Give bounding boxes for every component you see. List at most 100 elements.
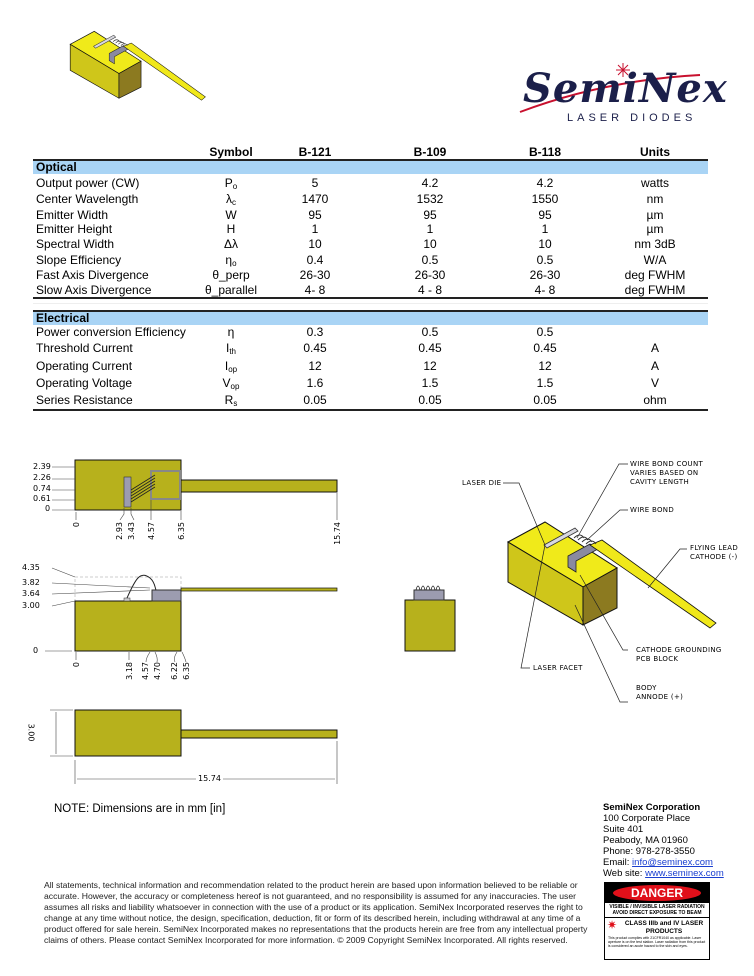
value-cell: 4.2 bbox=[536, 176, 554, 190]
web-label: Web site: bbox=[603, 868, 646, 879]
unit: A bbox=[650, 341, 659, 355]
table-row: Power conversion Efficiency η 0.3 0.5 0.5 bbox=[33, 325, 708, 339]
value-cell: 1.5 bbox=[421, 376, 439, 390]
value-cell: 1470 bbox=[301, 192, 329, 206]
header-b121: B-121 bbox=[298, 145, 332, 159]
value-cell: 0.05 bbox=[418, 393, 442, 407]
legal-disclaimer: All statements, technical information an… bbox=[44, 880, 588, 945]
address-line: 100 Corporate Place bbox=[603, 813, 691, 824]
value-cell: 0.5 bbox=[536, 253, 554, 267]
product-thumbnail bbox=[69, 30, 206, 101]
value-cell: 4.2 bbox=[421, 176, 439, 190]
divider bbox=[33, 310, 708, 312]
danger-label: DANGER VISIBLE / INVISIBLE LASER RADIATI… bbox=[604, 882, 710, 960]
value-cell: 4- 8 bbox=[304, 283, 326, 297]
dim-label: 3.82 bbox=[22, 578, 40, 587]
table-row: Emitter Height H 1 1 1 µm bbox=[33, 222, 708, 236]
value-cell: 12 bbox=[538, 359, 552, 373]
value-cell: 0.05 bbox=[303, 393, 327, 407]
logo-wordmark: SemiNex bbox=[523, 65, 728, 112]
value-cell: 26-30 bbox=[414, 268, 446, 282]
symbol: Rs bbox=[224, 393, 238, 408]
param-name: Emitter Width bbox=[36, 208, 109, 222]
unit: ohm bbox=[643, 393, 667, 407]
symbol: Δλ bbox=[223, 237, 238, 251]
unit: deg FWHM bbox=[624, 283, 686, 297]
section-optical: Optical bbox=[33, 161, 708, 174]
divider bbox=[33, 303, 708, 304]
value-cell: 0.05 bbox=[533, 393, 557, 407]
table-row: Output power (CW) Po 5 4.2 4.2 watts bbox=[33, 176, 708, 191]
callout-wire-bond: WIRE BOND bbox=[630, 506, 675, 514]
dim-label: 6.35 bbox=[177, 522, 186, 540]
callout-leaders bbox=[503, 463, 687, 703]
bottom-height-dim: 3.00 bbox=[26, 723, 36, 742]
danger-title: DANGER bbox=[613, 885, 701, 901]
value-cell: 0.5 bbox=[421, 325, 439, 339]
seminex-logo: SemiNex LASER DIODES bbox=[515, 60, 727, 130]
end-view-drawing bbox=[404, 585, 456, 652]
value-cell: 5 bbox=[311, 176, 319, 190]
email-link[interactable]: info@seminex.com bbox=[632, 857, 713, 868]
callout-cathode-grounding: PCB BLOCK bbox=[636, 655, 679, 663]
table-row: Operating Current Iop 12 12 12 A bbox=[33, 359, 708, 374]
value-cell: 10 bbox=[538, 237, 552, 251]
dim-label: 6.35 bbox=[182, 662, 191, 680]
top-view-drawing bbox=[52, 459, 338, 521]
unit: W/A bbox=[643, 253, 667, 267]
dim-label: 3.64 bbox=[22, 589, 40, 598]
value-cell: 0.3 bbox=[306, 325, 324, 339]
table-row: Threshold Current Ith 0.45 0.45 0.45 A bbox=[33, 341, 708, 356]
param-name: Operating Current bbox=[36, 359, 133, 373]
bottom-length-dim: 15.74 bbox=[196, 774, 223, 783]
address-city: Peabody, MA 01960 bbox=[603, 835, 688, 846]
table-row: Slope Efficiency ηo 0.4 0.5 0.5 W/A bbox=[33, 253, 708, 268]
callout-flying-lead: CATHODE (-) bbox=[690, 553, 738, 561]
value-cell: 1.5 bbox=[536, 376, 554, 390]
dim-label: 3.00 bbox=[22, 601, 40, 610]
danger-line: VISIBLE / INVISIBLE LASER RADIATION bbox=[609, 904, 705, 910]
value-cell: 0.5 bbox=[536, 325, 554, 339]
callout-laser-facet: LASER FACET bbox=[533, 664, 583, 672]
value-cell: 10 bbox=[423, 237, 437, 251]
dim-label: 0 bbox=[72, 522, 81, 528]
value-cell: 0.45 bbox=[533, 341, 557, 355]
callout-wire-bond-count: VARIES BASED ON bbox=[630, 469, 699, 477]
contact-block: SemiNex Corporation 100 Corporate Place … bbox=[603, 802, 724, 879]
param-name: Power conversion Efficiency bbox=[36, 325, 186, 339]
section-electrical: Electrical bbox=[33, 312, 708, 325]
value-cell: 0.4 bbox=[306, 253, 324, 267]
value-cell: 0.45 bbox=[303, 341, 327, 355]
danger-fine-print: This product complies with 21CFR1040 as … bbox=[608, 936, 706, 948]
dim-label: 4.70 bbox=[153, 662, 162, 680]
dimensions-note: NOTE: Dimensions are in mm [in] bbox=[54, 803, 226, 815]
bottom-view-drawing bbox=[50, 709, 338, 784]
param-name: Output power (CW) bbox=[36, 176, 140, 190]
dim-label: 2.26 bbox=[33, 473, 51, 482]
dim-label: 4.57 bbox=[147, 522, 156, 540]
website-link[interactable]: www.seminex.com bbox=[645, 868, 724, 879]
header-b118: B-118 bbox=[528, 145, 562, 159]
value-cell: 95 bbox=[538, 208, 552, 222]
callout-cathode-grounding: CATHODE GROUNDING bbox=[636, 646, 722, 654]
dim-label: 0 bbox=[33, 646, 39, 655]
symbol: θ_perp bbox=[212, 268, 250, 282]
company-name: SemiNex Corporation bbox=[603, 802, 701, 813]
phone: Phone: 978-278-3550 bbox=[603, 846, 695, 857]
callout-wire-bond-count: CAVITY LENGTH bbox=[630, 478, 690, 486]
value-cell: 1 bbox=[426, 222, 434, 236]
dim-label: 4.57 bbox=[141, 662, 150, 680]
value-cell: 95 bbox=[423, 208, 437, 222]
divider bbox=[33, 159, 708, 161]
unit: A bbox=[650, 359, 659, 373]
callout-laser-die: LASER DIE bbox=[462, 479, 502, 487]
value-cell: 1532 bbox=[416, 192, 444, 206]
callout-wire-bond-count: WIRE BOND COUNT bbox=[630, 460, 704, 468]
symbol: Ith bbox=[225, 341, 236, 356]
divider bbox=[33, 409, 708, 411]
value-cell: 0.5 bbox=[421, 253, 439, 267]
value-cell: 4 - 8 bbox=[417, 283, 442, 297]
table-row: Operating Voltage Vop 1.6 1.5 1.5 V bbox=[33, 376, 708, 391]
unit: µm bbox=[646, 208, 664, 222]
